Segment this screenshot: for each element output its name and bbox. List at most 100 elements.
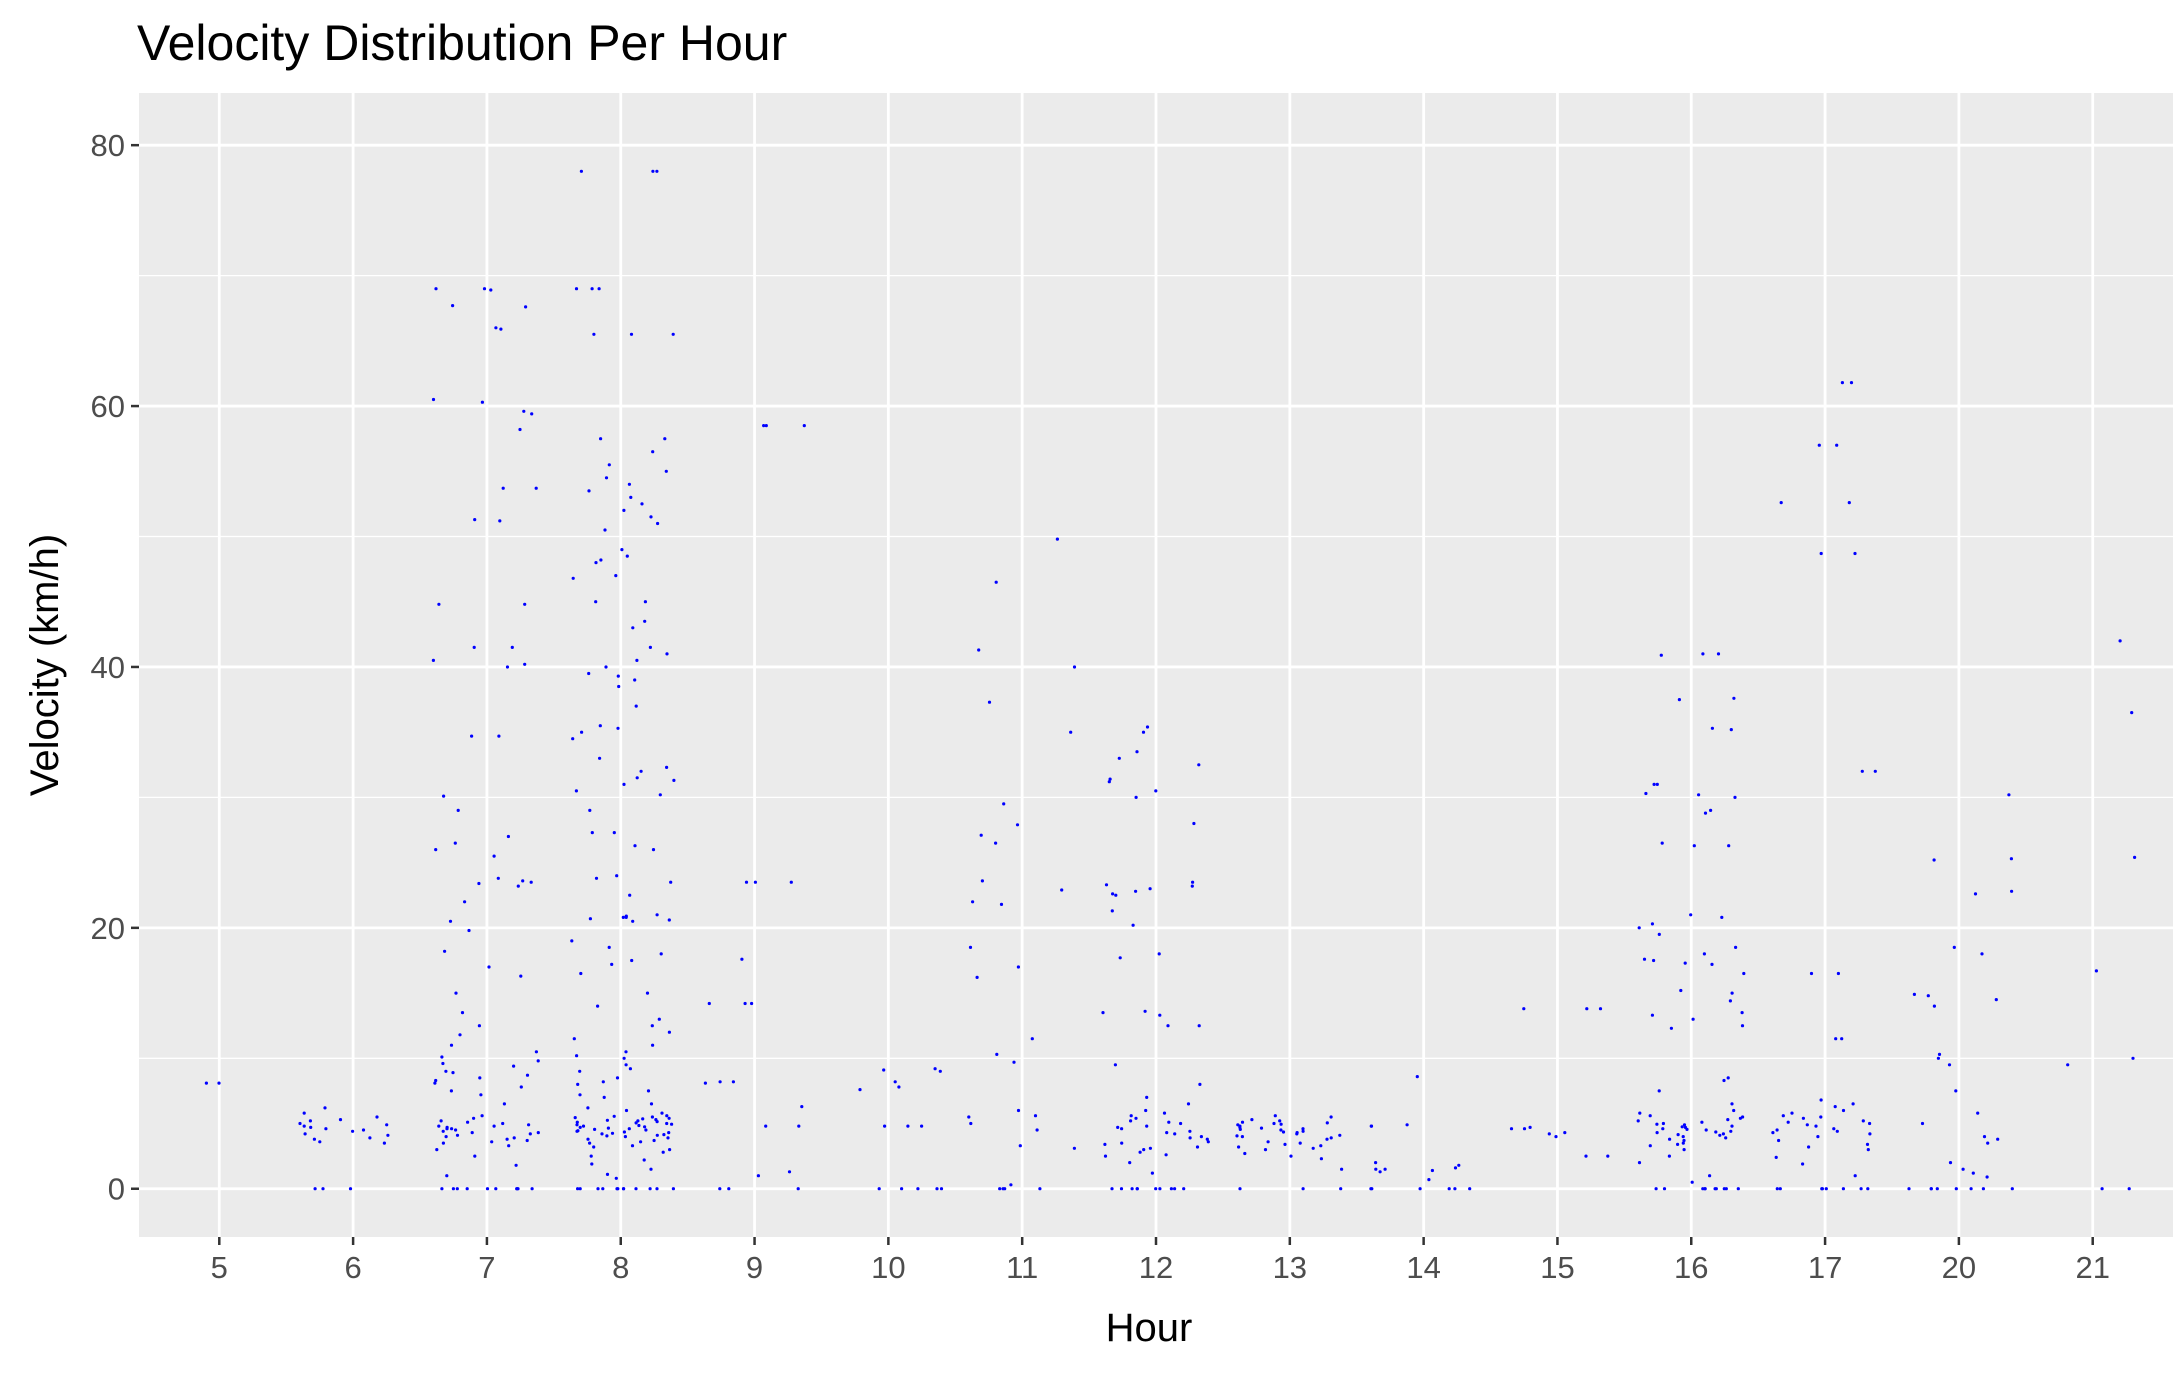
data-point (1868, 1132, 1872, 1136)
data-point (440, 1055, 444, 1059)
data-point (1173, 1187, 1177, 1191)
data-point (1777, 1138, 1781, 1143)
data-point (622, 782, 626, 787)
data-point (667, 1030, 672, 1034)
data-point (1606, 1154, 1610, 1158)
data-point (1206, 1140, 1210, 1144)
data-point (1103, 1142, 1107, 1146)
data-point (663, 437, 667, 441)
data-point (665, 1121, 669, 1126)
x-tick-label: 14 (1406, 1250, 1440, 1285)
data-point (1697, 793, 1701, 797)
data-point (657, 1017, 661, 1021)
data-point (534, 1050, 539, 1054)
data-point (979, 833, 983, 837)
data-point (1648, 1114, 1652, 1118)
data-point (1724, 1136, 1728, 1140)
data-point (750, 1001, 754, 1006)
data-point (968, 945, 973, 950)
data-point (1173, 1132, 1177, 1136)
data-point (1948, 1161, 1953, 1165)
data-point (980, 879, 985, 883)
data-point (473, 1154, 477, 1158)
data-point (1660, 841, 1664, 845)
data-point (655, 913, 659, 917)
data-point (522, 409, 526, 413)
data-point (492, 1124, 496, 1128)
data-point (592, 332, 596, 336)
data-point (604, 665, 608, 669)
data-point (644, 1128, 648, 1132)
data-point (1002, 802, 1006, 806)
data-point (472, 1116, 476, 1120)
data-point (1283, 1142, 1287, 1146)
data-point (1729, 728, 1733, 732)
data-point (1954, 1089, 1958, 1093)
data-point (659, 952, 663, 956)
data-point (1661, 1121, 1665, 1126)
data-point (2133, 855, 2137, 860)
data-point (1069, 730, 1073, 734)
data-point (614, 574, 618, 578)
data-point (588, 1141, 592, 1145)
data-point (1714, 1130, 1718, 1134)
data-point (456, 808, 460, 813)
data-point (596, 1187, 600, 1191)
data-point (302, 1111, 306, 1115)
data-point (1130, 1187, 1134, 1191)
data-point (444, 1069, 448, 1073)
data-point (1060, 888, 1064, 892)
data-point (664, 469, 668, 473)
data-point (338, 1118, 343, 1122)
data-point (375, 1115, 379, 1119)
data-point (2118, 639, 2122, 643)
data-point (1775, 1128, 1779, 1132)
data-point (1840, 1037, 1844, 1041)
data-point (1154, 789, 1158, 793)
data-point (621, 915, 625, 920)
chart-title: Velocity Distribution Per Hour (137, 15, 787, 71)
y-axis-title: Velocity (km/h) (23, 534, 67, 796)
data-point (1301, 1129, 1305, 1133)
data-point (455, 1187, 459, 1191)
data-point (1263, 1148, 1268, 1152)
data-point (1453, 1166, 1458, 1170)
data-point (615, 874, 619, 878)
data-point (1655, 1122, 1659, 1126)
data-point (1732, 1108, 1736, 1113)
data-point (651, 169, 655, 173)
data-point (655, 169, 659, 173)
data-point (1817, 443, 1821, 447)
data-point (594, 876, 599, 880)
data-point (1205, 1137, 1209, 1141)
data-point (610, 962, 614, 967)
data-point (1690, 1180, 1694, 1184)
data-point (1907, 1187, 1911, 1191)
data-point (1522, 1127, 1527, 1131)
data-point (1340, 1167, 1344, 1171)
data-point (1114, 893, 1118, 897)
data-point (482, 287, 487, 291)
data-point (1730, 991, 1734, 995)
y-tick-label: 20 (91, 911, 125, 946)
data-point (614, 1176, 618, 1180)
data-point (435, 1148, 439, 1152)
data-point (1374, 1167, 1378, 1171)
data-point (1710, 962, 1714, 967)
data-point (660, 1111, 664, 1115)
data-point (628, 1067, 633, 1071)
data-point (669, 880, 673, 884)
data-point (496, 876, 500, 880)
y-tick-label: 40 (91, 650, 125, 685)
data-point (617, 684, 621, 689)
data-point (629, 332, 634, 336)
x-tick-label: 10 (871, 1250, 905, 1285)
data-point (1692, 844, 1696, 848)
data-point (631, 919, 635, 923)
data-point (2010, 889, 2014, 893)
data-point (510, 645, 514, 650)
data-point (1195, 1145, 1200, 1149)
data-point (1116, 1125, 1120, 1129)
data-point (1861, 1119, 1865, 1123)
data-point (1801, 1162, 1805, 1166)
